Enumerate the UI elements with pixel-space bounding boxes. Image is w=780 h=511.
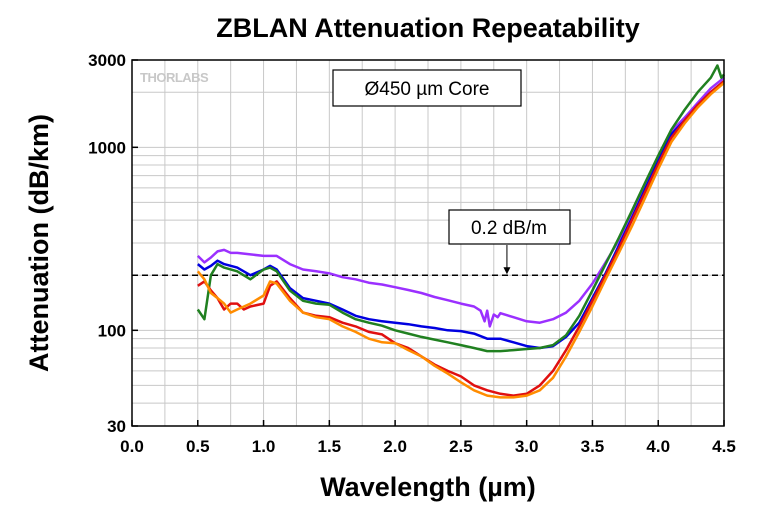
y-tick-label: 3000 [88, 51, 126, 70]
core-annotation-text: Ø450 µm Core [365, 79, 490, 100]
series-line-3 [196, 64, 725, 353]
core-annotation-box [332, 69, 522, 107]
y-tick-label: 100 [98, 321, 126, 340]
x-tick-label: 0.5 [186, 437, 210, 456]
y-tick-labels: 30 100 1000 3000 [88, 51, 126, 436]
x-tick-label: 3.5 [581, 437, 605, 456]
y-axis-label: Attenuation (dB/km) [24, 114, 54, 372]
x-tick-label: 1.5 [318, 437, 342, 456]
x-tick-label: 4.5 [712, 437, 736, 456]
y-tick-label: 30 [107, 417, 126, 436]
x-tick-label: 2.5 [449, 437, 473, 456]
x-tick-label: 3.0 [515, 437, 539, 456]
series-line-5 [196, 81, 725, 399]
x-tick-label: 0.0 [120, 437, 144, 456]
chart-title: ZBLAN Attenuation Repeatability [216, 13, 640, 43]
grid-lines [132, 60, 724, 426]
x-tick-label: 1.0 [252, 437, 276, 456]
series-layer [196, 64, 725, 399]
reference-annotation-text: 0.2 dB/m [471, 218, 547, 239]
thorlabs-logo: THORLABS [140, 70, 210, 85]
axis-ticks [131, 59, 725, 427]
x-tick-label: 2.0 [383, 437, 407, 456]
x-tick-label: 4.0 [646, 437, 670, 456]
x-tick-labels: 0.0 0.5 1.0 1.5 2.0 2.5 3.0 3.5 4.0 4.5 [120, 437, 736, 456]
plot-frame [131, 59, 725, 427]
reference-arrow-head [503, 267, 511, 275]
logo-text: THORLABS [140, 70, 209, 85]
x-axis-label: Wavelength (µm) [320, 472, 536, 502]
y-tick-label: 1000 [88, 138, 126, 157]
reference-annotation-box [448, 209, 571, 245]
annotations: Ø450 µm Core 0.2 dB/m [332, 69, 571, 275]
